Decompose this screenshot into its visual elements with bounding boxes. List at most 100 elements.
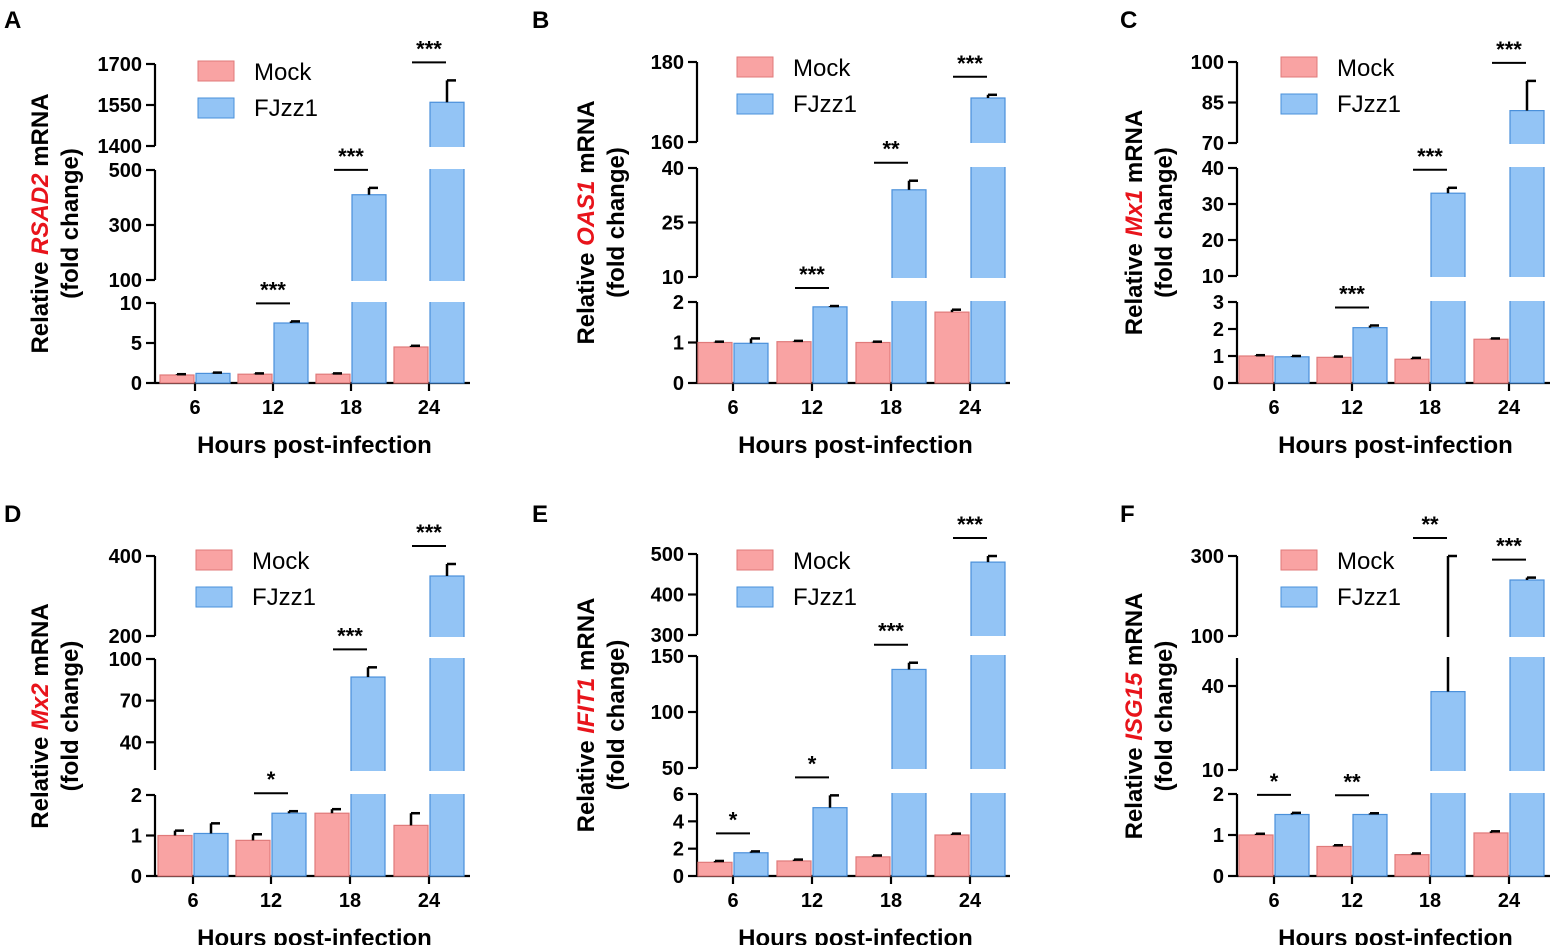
y-tick-label: 2 — [673, 292, 684, 314]
y-tick-label: 1 — [1213, 346, 1224, 368]
x-tick-label: 24 — [1498, 397, 1521, 419]
axis-break-gap — [157, 147, 472, 169]
panel-letter: C — [1120, 7, 1137, 34]
legend: Mock FJzz1 — [195, 548, 316, 611]
bar-mock-12h — [235, 839, 271, 877]
y-tick-label: 100 — [109, 649, 142, 671]
bar-fjzz1-6h — [193, 832, 229, 877]
y-tick-label: 40 — [1202, 158, 1224, 180]
significance-marker: *** — [799, 262, 825, 287]
x-tick-label: 12 — [801, 397, 823, 419]
significance-marker: * — [267, 767, 276, 792]
bar-fjzz1-6h — [1274, 356, 1310, 384]
significance-marker: *** — [957, 512, 983, 537]
y-tick-label: 1 — [131, 826, 142, 848]
axis-break-gap — [699, 278, 1012, 301]
legend-label-fjzz1: FJzz1 — [1337, 584, 1401, 611]
axis-break-gap — [157, 637, 472, 658]
axis-break-gap — [699, 143, 1012, 167]
y-label-prefix: Relative — [573, 246, 600, 345]
y-label-gene: RSAD2 — [27, 173, 54, 255]
y-axis-label: Relative RSAD2 mRNA — [27, 93, 54, 353]
x-axis-label: Hours post-infection — [197, 925, 432, 945]
legend: Mock FJzz1 — [197, 59, 318, 122]
y-tick-label: 10 — [1202, 760, 1224, 782]
x-tick-label: 24 — [959, 397, 982, 419]
bar-mock-6h — [157, 834, 193, 877]
bar-mock-18h — [1394, 358, 1430, 384]
bar-mock-12h — [1316, 845, 1352, 877]
y-tick-label: 40 — [1202, 676, 1224, 698]
legend: Mock FJzz1 — [1280, 548, 1401, 611]
significance-marker: *** — [416, 520, 442, 545]
y-tick-label: 0 — [131, 373, 142, 395]
axis-break-gap — [1239, 277, 1552, 301]
x-tick-label: 24 — [959, 890, 982, 912]
y-axis-label: Relative OAS1 mRNA — [573, 100, 600, 344]
legend-label-mock: Mock — [793, 548, 851, 575]
x-tick-label: 18 — [339, 890, 361, 912]
y-tick-label: 500 — [109, 160, 142, 182]
x-tick-label: 12 — [801, 890, 823, 912]
bar-mock-24h — [1473, 832, 1509, 877]
significance-marker: * — [729, 807, 738, 832]
x-tick-label: 12 — [1341, 397, 1363, 419]
y-tick-label: 2 — [131, 785, 142, 807]
y-label-suffix: mRNA — [1121, 593, 1148, 673]
y-label-suffix: mRNA — [27, 603, 54, 683]
axis-break-gap — [157, 281, 472, 302]
bar-fjzz1-12h — [812, 807, 848, 877]
y-label-suffix: mRNA — [27, 93, 54, 173]
bar-mock-6h — [1238, 355, 1274, 384]
x-tick-label: 6 — [727, 397, 738, 419]
bar-mock-18h — [855, 856, 891, 877]
legend-swatch-fjzz1 — [736, 586, 774, 608]
x-tick-label: 24 — [1498, 890, 1521, 912]
y-tick-label: 70 — [120, 691, 142, 713]
x-tick-label: 18 — [880, 890, 902, 912]
legend-label-mock: Mock — [252, 548, 310, 575]
legend-swatch-mock — [197, 60, 235, 82]
y-tick-label: 25 — [662, 213, 684, 235]
y-tick-label: 2 — [1213, 784, 1224, 806]
y-tick-label: 160 — [651, 132, 684, 154]
bar-mock-24h — [934, 311, 970, 384]
legend-swatch-fjzz1 — [1280, 93, 1318, 115]
legend-swatch-mock — [736, 56, 774, 78]
y-label-gene: Mx2 — [27, 683, 54, 730]
chart-panel-a: A Relative RSAD2 mRNA(fold change) 0 5 10100… — [4, 7, 472, 459]
y-tick-label: 150 — [651, 646, 684, 668]
y-axis-label-line2: (fold change) — [1151, 147, 1178, 298]
panel-letter: F — [1120, 501, 1135, 528]
bar-fjzz1-6h — [195, 372, 231, 384]
bar-mock-24h — [1473, 338, 1509, 384]
significance-marker: *** — [1496, 37, 1522, 62]
significance-marker: * — [1270, 769, 1279, 794]
significance-marker: *** — [957, 51, 983, 76]
y-axis-label-line2: (fold change) — [57, 148, 84, 299]
bar-mock-6h — [1238, 834, 1274, 877]
significance-marker: *** — [1417, 144, 1443, 169]
legend-label-mock: Mock — [1337, 548, 1395, 575]
bar-mock-12h — [1316, 356, 1352, 384]
y-tick-label: 180 — [651, 52, 684, 74]
legend: Mock FJzz1 — [736, 548, 857, 611]
bar-fjzz1-6h — [733, 852, 769, 877]
y-tick-label: 85 — [1202, 93, 1224, 115]
y-axis-label: Relative IFIT1 mRNA — [573, 598, 600, 833]
significance-marker: ** — [1343, 769, 1361, 794]
significance-marker: *** — [260, 277, 286, 302]
bar-fjzz1-24h — [970, 561, 1006, 877]
significance-marker: *** — [416, 36, 442, 61]
y-tick-label: 6 — [673, 784, 684, 806]
x-tick-label: 6 — [187, 890, 198, 912]
y-label-gene: Mx1 — [1121, 190, 1148, 237]
axis-break-gap — [699, 769, 1012, 793]
bar-fjzz1-12h — [273, 322, 309, 384]
axis-break-gap — [699, 636, 1012, 655]
y-label-gene: IFIT1 — [573, 678, 600, 734]
